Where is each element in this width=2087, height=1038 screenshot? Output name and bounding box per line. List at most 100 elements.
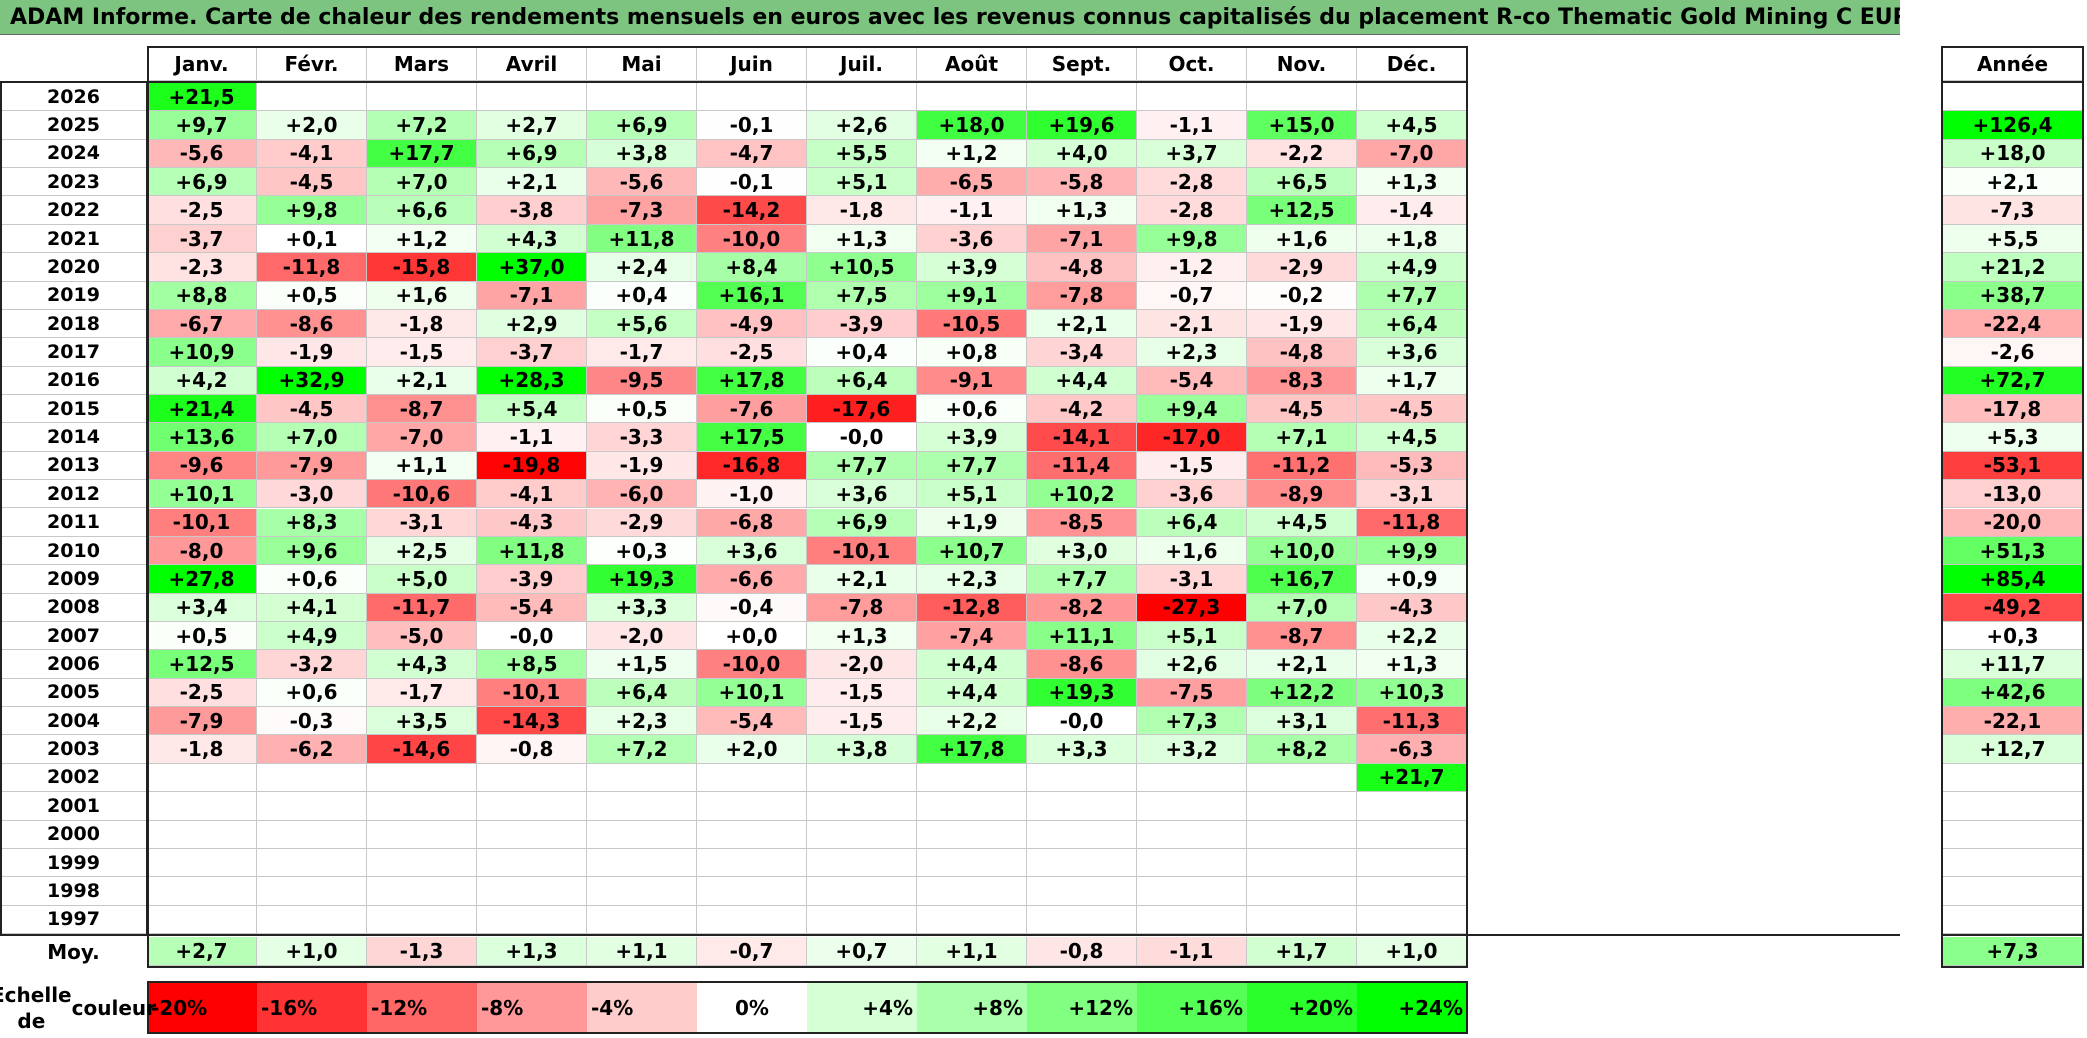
heatmap-cell xyxy=(807,83,917,112)
heatmap-cell: +16,7 xyxy=(1247,565,1357,594)
heatmap-cell xyxy=(1027,848,1137,878)
annual-cell: -20,0 xyxy=(1941,508,2084,537)
average-cell: +1,7 xyxy=(1247,937,1357,966)
heatmap-cell: -0,3 xyxy=(257,707,367,736)
heatmap-cell xyxy=(367,877,477,906)
heatmap-cell: +4,2 xyxy=(147,366,257,396)
month-header: Nov. xyxy=(1247,48,1357,81)
heatmap-cell: -8,0 xyxy=(147,536,257,566)
heatmap-cell: -1,1 xyxy=(917,196,1027,225)
heatmap-cell: -1,5 xyxy=(1137,451,1247,481)
average-annual-cell: +7,3 xyxy=(1941,937,2084,966)
heatmap-cell: -4,1 xyxy=(477,480,587,509)
month-header: Déc. xyxy=(1357,48,1467,81)
heatmap-cell: +3,3 xyxy=(587,593,697,622)
heatmap-cell: +7,0 xyxy=(1247,593,1357,622)
heatmap-cell: -9,5 xyxy=(587,366,697,396)
heatmap-cell: +9,8 xyxy=(1137,224,1247,254)
heatmap-cell: +7,0 xyxy=(257,423,367,452)
month-header: Avril xyxy=(477,48,587,81)
heatmap-cell: +0,8 xyxy=(917,338,1027,367)
color-scale-swatch: 0% xyxy=(697,983,807,1032)
annual-cell: -53,1 xyxy=(1941,451,2084,481)
year-label: 2015 xyxy=(0,395,147,424)
heatmap-cell: +6,6 xyxy=(367,196,477,225)
heatmap-cell: +1,2 xyxy=(367,224,477,254)
heatmap-cell xyxy=(367,763,477,793)
heatmap-cell: -2,9 xyxy=(587,508,697,537)
annual-cell xyxy=(1941,820,2084,849)
color-scale-swatch: +24% xyxy=(1357,983,1467,1032)
color-scale-swatch: +12% xyxy=(1027,983,1137,1032)
heatmap-cell: +32,9 xyxy=(257,366,367,396)
heatmap-cell: -8,5 xyxy=(1027,508,1137,537)
heatmap-cell: +0,5 xyxy=(257,281,367,310)
heatmap-cell: +10,0 xyxy=(1247,536,1357,566)
annual-cell: +38,7 xyxy=(1941,281,2084,310)
heatmap-cell: -3,1 xyxy=(1357,480,1467,509)
color-scale-swatch: -20% xyxy=(147,983,257,1032)
heatmap-cell: -1,9 xyxy=(257,338,367,367)
heatmap-cell: -3,3 xyxy=(587,423,697,452)
heatmap-cell xyxy=(917,820,1027,849)
year-label: 2022 xyxy=(0,196,147,225)
year-label: 2016 xyxy=(0,367,147,396)
heatmap-cell xyxy=(477,905,587,934)
heatmap-cell: -2,8 xyxy=(1137,196,1247,225)
heatmap-cell: -0,7 xyxy=(1137,281,1247,310)
heatmap-cell: +2,4 xyxy=(587,253,697,282)
heatmap-cell: +1,6 xyxy=(367,281,477,310)
heatmap-cell: -2,3 xyxy=(147,253,257,282)
heatmap-cell: +2,1 xyxy=(367,366,477,396)
heatmap-cell xyxy=(367,848,477,878)
heatmap-cell xyxy=(1027,792,1137,821)
heatmap-cell: -4,1 xyxy=(257,139,367,169)
heatmap-cell: -3,2 xyxy=(257,650,367,679)
month-header: Mai xyxy=(587,48,697,81)
heatmap-cell: +5,0 xyxy=(367,565,477,594)
heatmap-cell: -1,5 xyxy=(807,678,917,708)
heatmap-cell: -10,1 xyxy=(147,508,257,537)
annual-cell: -7,3 xyxy=(1941,196,2084,225)
heatmap-cell: -9,1 xyxy=(917,366,1027,396)
heatmap-cell: +2,3 xyxy=(587,707,697,736)
annual-cell: +51,3 xyxy=(1941,536,2084,566)
heatmap-cell: +1,8 xyxy=(1357,224,1467,254)
heatmap-cell: -1,4 xyxy=(1357,196,1467,225)
heatmap-cell: -11,8 xyxy=(257,253,367,282)
heatmap-cell: +6,9 xyxy=(587,111,697,140)
heatmap-cell: -1,5 xyxy=(367,338,477,367)
heatmap-cell: +7,7 xyxy=(807,451,917,481)
heatmap-cell: -0,8 xyxy=(477,735,587,764)
heatmap-cell: -6,5 xyxy=(917,168,1027,197)
heatmap-cell xyxy=(1247,792,1357,821)
month-header: Sept. xyxy=(1027,48,1137,81)
year-label: 2021 xyxy=(0,225,147,254)
heatmap-cell xyxy=(147,848,257,878)
heatmap-cell: +4,3 xyxy=(367,650,477,679)
heatmap-cell: +5,1 xyxy=(1137,621,1247,651)
annual-cell xyxy=(1941,877,2084,906)
heatmap-cell: -1,7 xyxy=(367,678,477,708)
heatmap-cell: +1,2 xyxy=(917,139,1027,169)
heatmap-cell: +2,0 xyxy=(257,111,367,140)
heatmap-cell: -1,8 xyxy=(807,196,917,225)
heatmap-cell: -3,8 xyxy=(477,196,587,225)
heatmap-cell xyxy=(587,792,697,821)
annual-cell: +85,4 xyxy=(1941,565,2084,594)
heatmap-cell: -5,6 xyxy=(587,168,697,197)
heatmap-cell: +4,1 xyxy=(257,593,367,622)
year-label: 1997 xyxy=(0,906,147,934)
heatmap-cell: +7,2 xyxy=(367,111,477,140)
heatmap-cell: -2,5 xyxy=(697,338,807,367)
annual-cell: -22,4 xyxy=(1941,309,2084,339)
heatmap-cell: +3,5 xyxy=(367,707,477,736)
heatmap-cell: +1,3 xyxy=(1027,196,1137,225)
heatmap-cell xyxy=(1357,83,1467,112)
annual-cell: -13,0 xyxy=(1941,480,2084,509)
heatmap-cell xyxy=(587,848,697,878)
heatmap-cell: +2,5 xyxy=(367,536,477,566)
heatmap-cell xyxy=(477,877,587,906)
heatmap-cell: +7,3 xyxy=(1137,707,1247,736)
annual-cell xyxy=(1941,905,2084,934)
